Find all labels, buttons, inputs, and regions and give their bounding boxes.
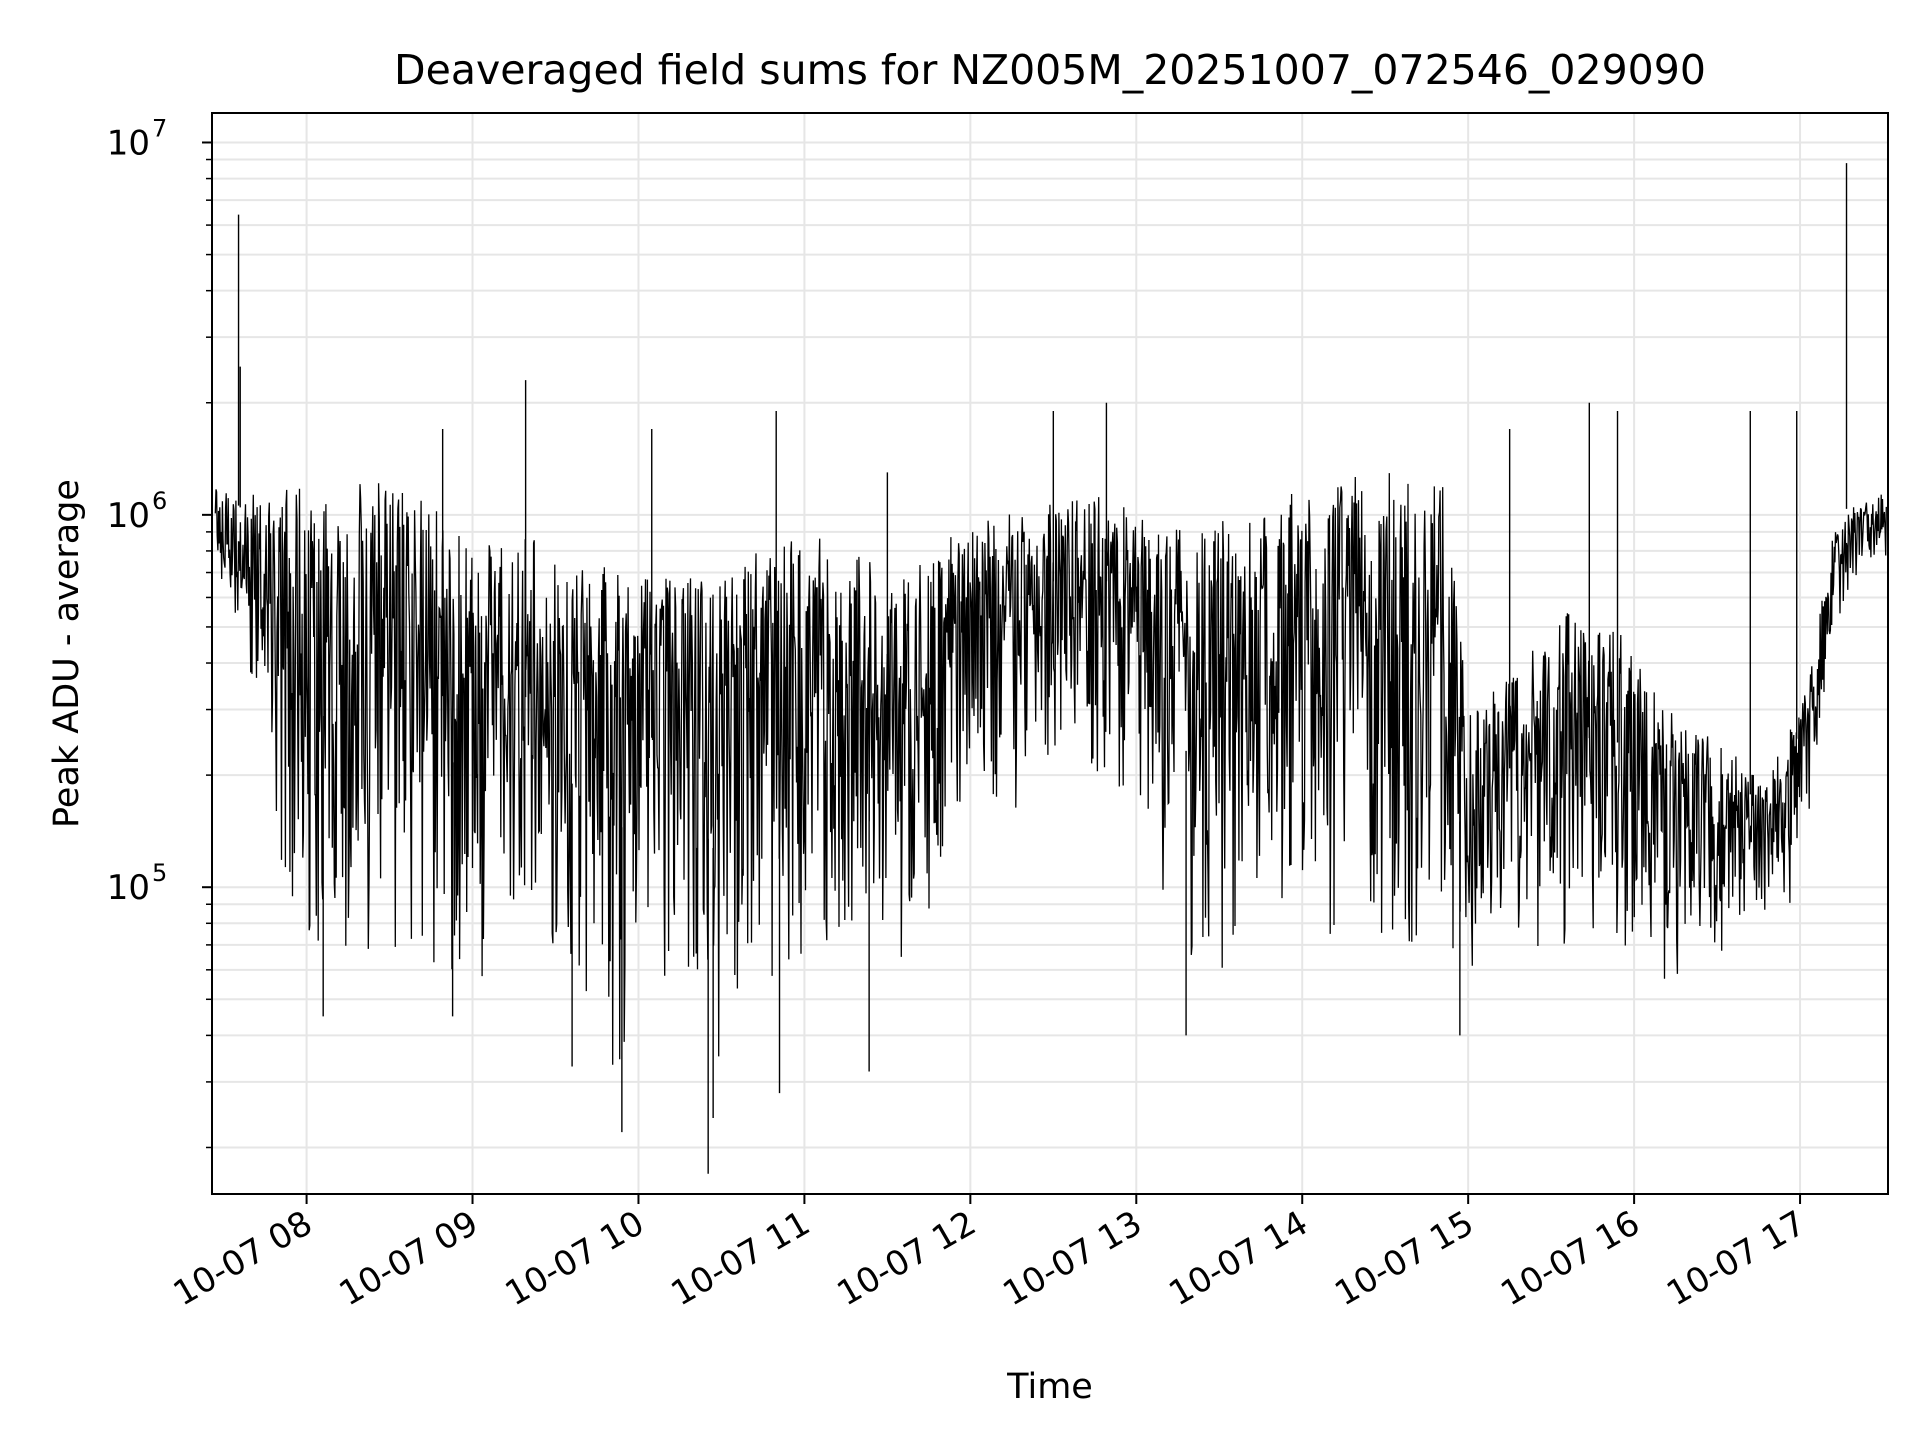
- y-tick-exponent: 5: [152, 859, 167, 887]
- y-tick-exponent: 6: [152, 487, 167, 515]
- y-tick-exponent: 7: [152, 114, 167, 142]
- y-tick-label: 10: [107, 868, 150, 908]
- y-tick-label: 10: [107, 123, 150, 163]
- x-axis-title: Time: [1006, 1367, 1093, 1407]
- chart-title: Deaveraged field sums for NZ005M_2025100…: [394, 46, 1706, 94]
- chart-svg: 10-07 08 10-07 09 10-07 10 10-07 11 10-07 12…: [0, 0, 1920, 1440]
- chart-container: 10-07 08 10-07 09 10-07 10 10-07 11 10-07 12…: [0, 0, 1920, 1440]
- y-tick-label: 10: [107, 496, 150, 536]
- y-axis-title: Peak ADU - average: [47, 479, 87, 828]
